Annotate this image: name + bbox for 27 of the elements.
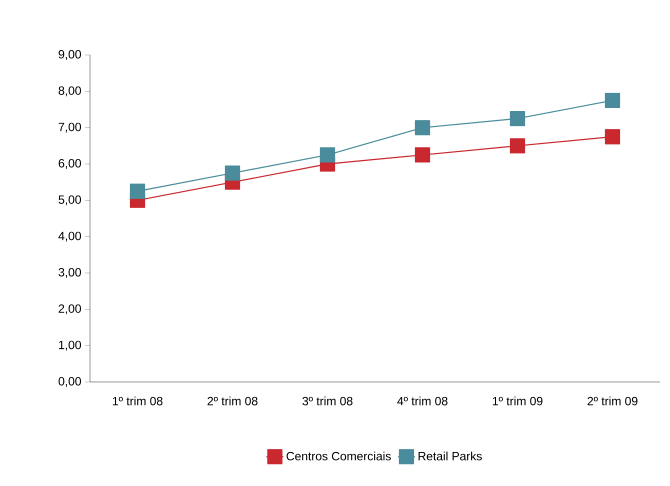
y-tick-label: 5,00: [58, 195, 82, 206]
y-tick-label: 0,00: [58, 377, 82, 387]
point: [510, 110, 526, 126]
y-tick-label: 2,00: [58, 304, 82, 314]
point: [224, 165, 240, 181]
x-tick-label: 2º trim 09: [588, 396, 638, 406]
y-tick-label: 1,00: [59, 340, 82, 351]
point: [604, 92, 620, 108]
y-tick-label: 4,00: [58, 232, 82, 242]
point: [510, 138, 526, 154]
x-tick-label: 3º trim 08: [302, 396, 352, 406]
legend-label: Centros Comerciais: [286, 452, 391, 460]
point: [130, 184, 146, 199]
point: [414, 147, 430, 163]
y-tick-label: 3,00: [58, 268, 82, 278]
x-tick-label: 2º trim 08: [208, 396, 258, 406]
x-tick-label: 4º trim 08: [397, 396, 448, 406]
y-tick-label: 6,00: [58, 159, 82, 169]
y-tick-label: 9,00: [58, 50, 82, 60]
x-tick-label: 1º trim 09: [492, 396, 542, 406]
point: [320, 147, 336, 163]
y-tick-label: 8,00: [58, 86, 82, 96]
point: [604, 129, 620, 144]
point: [414, 120, 430, 136]
y-tick-label: 7,00: [58, 122, 82, 133]
x-tick-label: 1º trim 08: [112, 396, 162, 406]
legend-label: Retail Parks: [418, 452, 482, 460]
